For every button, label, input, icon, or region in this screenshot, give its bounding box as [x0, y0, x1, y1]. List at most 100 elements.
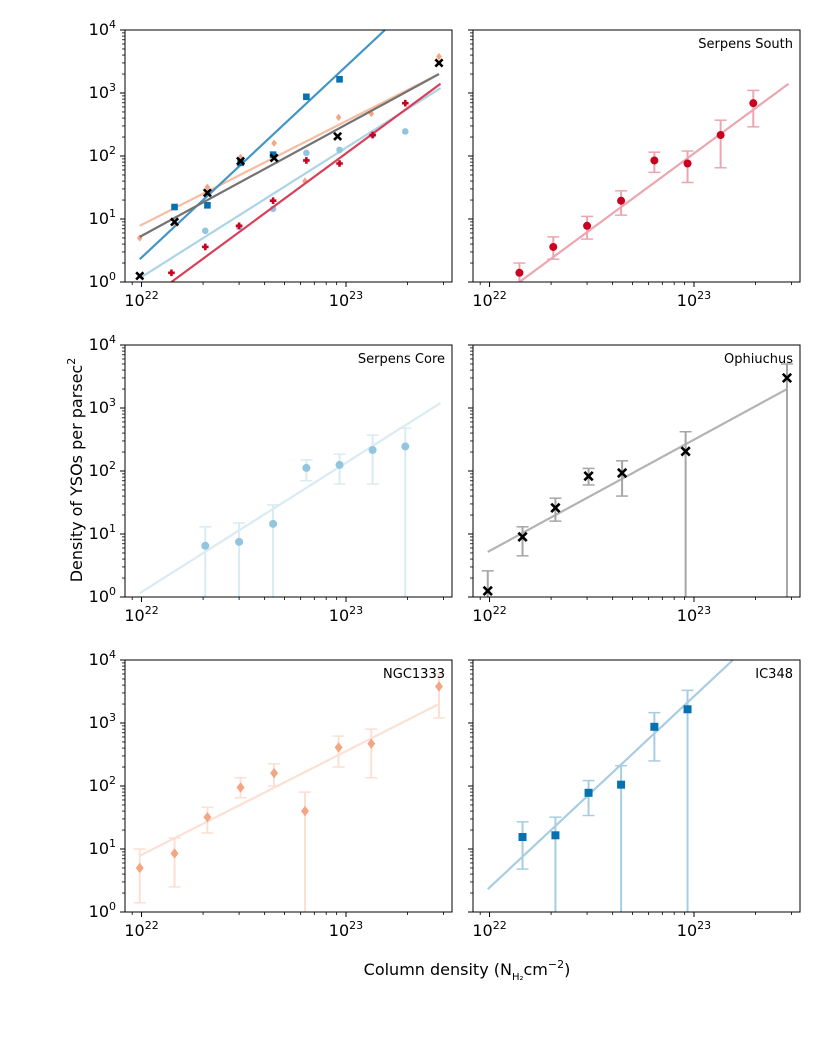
fit-line-serpens-core	[139, 402, 442, 595]
y-axis-label: Density of YSOs per parsec2	[65, 358, 86, 583]
data-point	[401, 442, 410, 451]
data-point	[335, 113, 342, 122]
data-point	[482, 585, 493, 597]
x-tick-label: 1022	[124, 289, 158, 310]
data-point	[303, 149, 310, 157]
data-point	[518, 833, 527, 842]
y-tick-label: 104	[89, 18, 116, 39]
data-point	[336, 146, 343, 154]
data-point	[436, 52, 442, 61]
axes-frame	[124, 29, 453, 283]
panel-serpens-south: 1022 1023 Serpens South	[468, 29, 801, 310]
plot-area	[135, 30, 444, 282]
data-point	[335, 460, 344, 469]
x-tick-label: 1023	[329, 919, 363, 940]
fit-line-ic348	[486, 660, 734, 891]
y-tick-label: 100	[89, 270, 116, 291]
data-point	[584, 788, 593, 797]
data-point	[201, 243, 209, 251]
data-point	[583, 221, 592, 230]
data-point	[168, 269, 175, 277]
fit-line-ophiuchus	[139, 73, 440, 238]
data-point	[434, 681, 443, 692]
y-tick-label: 100	[89, 585, 116, 606]
data-point	[170, 848, 179, 859]
data-point	[617, 780, 626, 789]
y-tick-label: 104	[89, 333, 116, 354]
axes-frame	[472, 344, 801, 598]
y-tick-label: 102	[89, 774, 116, 795]
panel-ophiuchus: 1022 1023 Ophiuchus	[468, 344, 801, 625]
x-tick-label: 1023	[677, 919, 711, 940]
data-point	[616, 467, 628, 479]
plot-area	[139, 402, 442, 597]
data-point	[271, 139, 277, 147]
data-point	[303, 93, 310, 101]
data-point	[171, 203, 178, 211]
x-tick-label: 1023	[677, 289, 711, 310]
y-tick-label: 103	[89, 396, 116, 417]
data-point	[302, 463, 311, 472]
y-tick-label: 103	[89, 81, 116, 102]
plot-area	[481, 363, 793, 597]
plot-area	[513, 82, 790, 282]
data-point	[235, 222, 243, 230]
data-point	[369, 131, 376, 139]
data-point	[170, 217, 180, 227]
x-tick-label: 1022	[472, 919, 506, 940]
data-point	[236, 782, 245, 793]
x-tick-label: 1023	[677, 604, 711, 625]
panel-title: Serpens Core	[358, 352, 445, 367]
data-point	[269, 519, 278, 528]
data-point	[203, 811, 212, 823]
axes-frame	[472, 29, 801, 283]
data-point	[135, 271, 145, 281]
panel-ic348: 1022 1023 IC348	[468, 659, 801, 940]
data-point	[334, 742, 343, 753]
panel-title: Ophiuchus	[724, 352, 793, 367]
plot-area	[486, 660, 734, 912]
panel-ngc1333: 100 101 102 103 104 1022 1023 NGC1333	[89, 648, 453, 940]
data-point	[201, 227, 209, 235]
data-point	[236, 156, 246, 166]
data-point	[434, 58, 444, 68]
data-point	[237, 153, 244, 162]
data-point	[202, 188, 212, 198]
x-tick-label: 1023	[329, 604, 363, 625]
data-point	[135, 862, 144, 874]
data-point	[515, 268, 524, 277]
panel-title: IC348	[755, 667, 793, 682]
panel-serpens-core: 100 101 102 103 104 1022 1023 Serpens Core	[89, 333, 453, 625]
panel-title: Serpens South	[698, 37, 793, 52]
fit-line-serpens-south	[170, 82, 442, 282]
data-point	[269, 197, 277, 205]
axes-frame	[124, 659, 453, 913]
data-point	[549, 242, 558, 251]
data-point	[683, 705, 692, 714]
fit-line-ngc1333	[139, 703, 440, 857]
x-tick-label: 1022	[124, 919, 158, 940]
plot-area	[133, 673, 445, 912]
data-point	[204, 201, 211, 209]
x-tick-label: 1022	[472, 289, 506, 310]
panel-title: NGC1333	[383, 667, 445, 682]
fit-line-ic348	[138, 30, 386, 261]
data-point	[269, 151, 277, 158]
fit-line-ngc1333	[139, 73, 440, 227]
fit-line-ophiuchus	[487, 388, 788, 553]
data-point	[303, 157, 310, 164]
data-point	[683, 159, 692, 168]
data-point	[368, 446, 377, 455]
data-point	[716, 131, 725, 140]
data-point	[367, 738, 376, 749]
data-point	[270, 767, 279, 779]
x-tick-label: 1022	[472, 604, 506, 625]
y-tick-label: 100	[89, 900, 116, 921]
data-point	[583, 470, 594, 482]
data-point	[235, 537, 244, 546]
data-point	[269, 153, 279, 163]
data-point	[517, 531, 528, 543]
data-point	[749, 99, 758, 108]
data-point	[336, 75, 343, 83]
